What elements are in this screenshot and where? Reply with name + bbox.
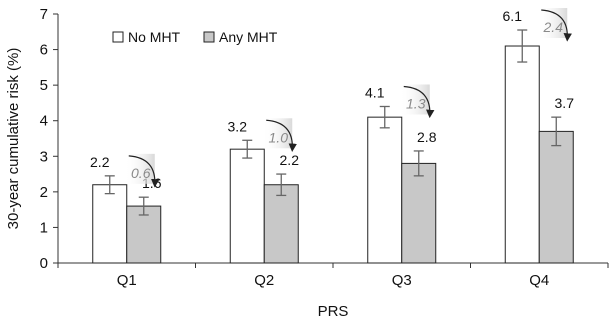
difference-label-q2: 1.0 <box>269 129 289 145</box>
x-axis-title: PRS <box>318 303 349 320</box>
data-label-any-mht-q3: 2.8 <box>417 129 437 145</box>
y-tick-label: 0 <box>40 255 48 272</box>
data-label-any-mht-q2: 2.2 <box>280 152 300 168</box>
data-label-no-mht-q4: 6.1 <box>503 8 523 24</box>
y-tick-label: 6 <box>40 42 48 59</box>
y-axis: 0 1 2 3 4 5 6 7 <box>40 6 59 272</box>
difference-arrow <box>541 9 572 42</box>
x-tick-label-q1: Q1 <box>117 272 137 289</box>
legend-swatch-no-mht <box>112 31 124 43</box>
legend-swatch-any-mht <box>203 31 215 43</box>
bar-any-mht-q3 <box>401 162 437 264</box>
data-label-no-mht-q2: 3.2 <box>228 118 248 134</box>
bar-no-mht-q3 <box>367 116 403 264</box>
plot-area: 2.21.60.63.22.21.04.12.81.36.13.72.4 <box>90 8 575 264</box>
difference-shading <box>262 118 293 149</box>
legend-label-any-mht: Any MHT <box>219 29 278 45</box>
x-axis: Q1 Q2 Q3 Q4 <box>57 262 609 289</box>
y-tick-label: 3 <box>40 148 48 165</box>
data-label-no-mht-q3: 4.1 <box>365 84 385 100</box>
y-tick-label: 7 <box>40 6 48 23</box>
difference-shading <box>124 153 155 184</box>
difference-label-q4: 2.4 <box>543 19 564 35</box>
x-tick-label-q2: Q2 <box>254 272 274 289</box>
data-label-any-mht-q4: 3.7 <box>555 95 575 111</box>
difference-arrow <box>403 85 435 119</box>
difference-arrow <box>128 155 160 188</box>
difference-shading <box>537 8 568 39</box>
y-tick-label: 2 <box>40 184 48 201</box>
y-tick-label: 5 <box>40 77 48 94</box>
legend: No MHT Any MHT <box>112 29 278 45</box>
y-tick-label: 1 <box>40 219 48 236</box>
x-tick-label-q4: Q4 <box>529 272 549 289</box>
y-axis-title: 30-year cumulative risk (%) <box>5 48 22 230</box>
data-label-no-mht-q1: 2.2 <box>90 154 110 170</box>
legend-label-no-mht: No MHT <box>128 29 181 45</box>
bar-any-mht-q2 <box>263 184 299 264</box>
difference-label-q1: 0.6 <box>131 165 151 181</box>
difference-arrow <box>266 119 297 152</box>
difference-shading <box>399 84 430 115</box>
bar-no-mht-q1 <box>92 184 128 264</box>
difference-label-q3: 1.3 <box>406 95 426 111</box>
x-tick-label-q3: Q3 <box>392 272 412 289</box>
bar-no-mht-q2 <box>229 148 265 264</box>
y-tick-label: 4 <box>40 113 48 130</box>
bar-any-mht-q4 <box>538 130 574 264</box>
bar-no-mht-q4 <box>504 45 540 264</box>
